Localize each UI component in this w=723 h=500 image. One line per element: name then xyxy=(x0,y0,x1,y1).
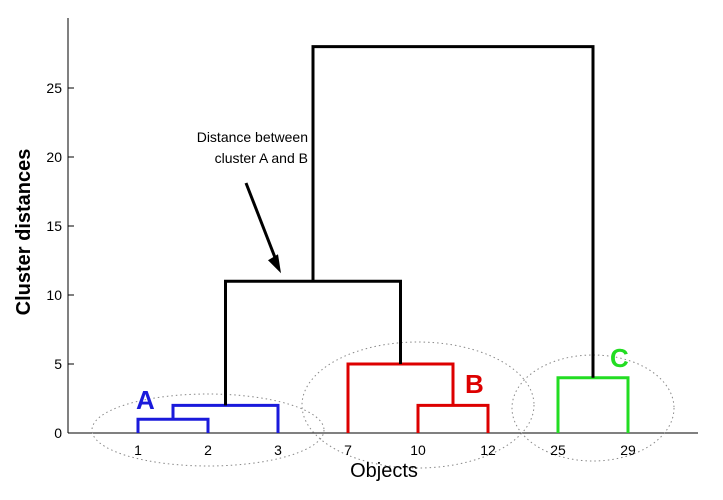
y-tick-label: 20 xyxy=(46,149,62,165)
annotation-arrow-shaft xyxy=(244,182,280,266)
annotation-line-2: cluster A and B xyxy=(215,150,308,166)
y-tick-label: 10 xyxy=(46,287,62,303)
y-tick-label: 15 xyxy=(46,218,62,234)
cluster-ellipse-a xyxy=(91,393,325,467)
x-tick-label: 2 xyxy=(204,442,212,458)
x-tick-label: 25 xyxy=(550,442,566,458)
x-tick-label: 29 xyxy=(620,442,636,458)
cluster-label-c: C xyxy=(610,343,629,373)
cluster-ellipse-c xyxy=(511,354,675,462)
y-tick-label: 5 xyxy=(54,356,62,372)
axes xyxy=(67,18,698,434)
x-tick-label: 10 xyxy=(410,442,426,458)
x-tick-label: 1 xyxy=(134,442,142,458)
y-tick-label: 0 xyxy=(54,425,62,441)
cluster-label-b: B xyxy=(465,369,484,399)
y-axis-title: Cluster distances xyxy=(13,149,35,316)
cluster-label-a: A xyxy=(136,385,155,415)
annotation-line-1: Distance between xyxy=(197,129,308,145)
cluster-ellipses xyxy=(91,341,675,469)
x-tick-label: 7 xyxy=(344,442,352,458)
cluster-ellipse-b xyxy=(301,341,535,469)
y-tick-label: 25 xyxy=(46,80,62,96)
annotation-arrow-head xyxy=(268,254,281,274)
annotation-arrow xyxy=(244,182,281,274)
x-tick-label: 12 xyxy=(480,442,496,458)
x-axis-title: Objects xyxy=(350,460,418,482)
dendrogram-links xyxy=(136,45,630,433)
x-tick-label: 3 xyxy=(274,442,282,458)
